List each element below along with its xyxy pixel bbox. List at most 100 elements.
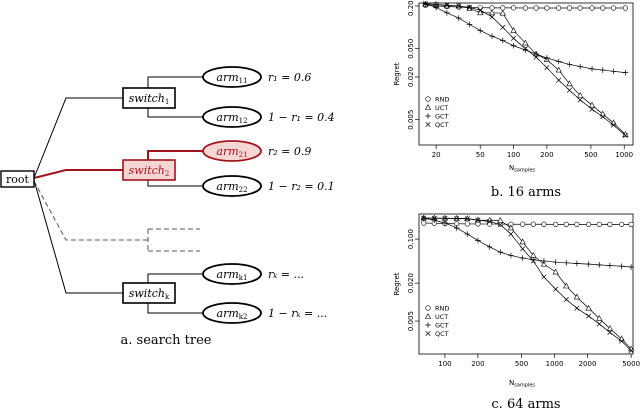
marker-plus — [444, 10, 450, 16]
marker-triangle — [510, 27, 517, 33]
marker-cross — [600, 114, 606, 120]
marker-circle — [510, 5, 517, 11]
series-line — [423, 217, 632, 351]
marker-triangle — [519, 238, 526, 245]
marker-triangle — [543, 56, 550, 62]
marker-cross — [477, 7, 483, 13]
arm-node-12: arm12 1 − r₁ = 0.4 — [202, 106, 335, 128]
marker-cross — [497, 222, 503, 228]
marker-circle — [533, 5, 539, 11]
series-uct — [422, 1, 629, 137]
marker-plus — [589, 66, 595, 72]
tree-edges — [33, 76, 203, 314]
marker-triangle — [433, 1, 440, 7]
marker-cross — [533, 54, 539, 60]
marker-triangle — [610, 119, 617, 126]
marker-plus — [510, 42, 517, 49]
marker-cross — [421, 215, 427, 221]
x-tick-label: 20 — [432, 151, 441, 159]
marker-plus — [431, 217, 438, 223]
edge-switch2-arm22 — [147, 180, 203, 187]
marker-plus — [453, 225, 460, 231]
marker-plus — [585, 261, 592, 267]
y-axis-label: Regret — [393, 272, 401, 295]
marker-triangle — [577, 91, 584, 98]
marker-circle — [596, 221, 602, 227]
marker-cross — [431, 215, 437, 221]
y-tick-label: 0.020 — [407, 67, 415, 87]
legend-label: RND — [435, 304, 449, 312]
marker-triangle — [533, 50, 540, 57]
reward-label-21: r₂ = 0.9 — [268, 145, 311, 158]
arm-node-k2: armk2 1 − rₖ = ... — [202, 302, 327, 324]
legend-label: UCT — [435, 313, 448, 321]
marker-circle — [444, 3, 450, 10]
marker-triangle — [431, 214, 438, 221]
marker-plus — [607, 262, 613, 269]
marker-triangle — [563, 282, 570, 289]
marker-cross — [556, 77, 562, 83]
marker-circle — [454, 221, 460, 227]
series-qct — [421, 215, 634, 354]
marker-triangle — [585, 304, 592, 311]
marker-triangle — [555, 66, 562, 73]
marker-plus — [420, 215, 427, 221]
marker-circle — [577, 5, 583, 11]
marker-circle — [553, 221, 559, 227]
x-tick-label: 500 — [584, 151, 597, 159]
legend-label: GCT — [435, 321, 449, 329]
marker-cross — [425, 121, 431, 128]
marker-cross — [510, 35, 517, 41]
y-axis-label: Regret — [393, 62, 401, 85]
switch-2-sub: 2 — [165, 170, 169, 178]
tree-caption: a. search tree — [121, 333, 212, 348]
marker-circle — [500, 5, 506, 11]
marker-cross — [489, 14, 495, 20]
marker-circle — [607, 221, 613, 227]
marker-triangle — [486, 216, 493, 223]
plot-frame — [418, 2, 634, 146]
marker-triangle — [474, 216, 482, 223]
series-qct — [422, 1, 628, 138]
marker-triangle — [424, 313, 432, 319]
series-rnd — [422, 2, 628, 11]
marker-triangle — [530, 252, 537, 258]
marker-triangle — [596, 315, 603, 321]
switch-k-sub: k — [165, 293, 170, 301]
marker-circle — [530, 221, 536, 227]
marker-plus — [466, 21, 473, 28]
switch-2-base: switch — [129, 164, 165, 177]
marker-circle — [466, 4, 473, 11]
series-line — [425, 3, 626, 136]
edge-root-switch2 — [33, 169, 123, 179]
x-tick-label: 50 — [476, 151, 485, 159]
svg-text:armk2: armk2 — [217, 307, 248, 321]
arm-node-21: arm21 r₂ = 0.9 — [202, 140, 311, 162]
marker-plus — [622, 69, 629, 76]
legend-label: RND — [435, 95, 449, 103]
marker-circle — [622, 5, 628, 11]
marker-circle — [586, 221, 592, 227]
y-tick-label: 0.200 — [407, 0, 415, 16]
marker-plus — [475, 237, 481, 244]
marker-plus — [508, 252, 514, 259]
marker-triangle — [455, 2, 462, 9]
marker-cross — [456, 3, 462, 9]
x-tick-label: 500 — [515, 360, 528, 368]
marker-cross — [628, 348, 634, 354]
marker-triangle — [552, 268, 559, 275]
marker-circle — [563, 221, 569, 227]
marker-plus — [628, 264, 634, 270]
marker-plus — [486, 244, 493, 250]
marker-triangle — [573, 293, 581, 300]
edge-switch2-arm21 — [147, 150, 203, 160]
marker-triangle — [453, 214, 460, 221]
svg-text:arm21: arm21 — [216, 145, 247, 159]
marker-triangle — [466, 4, 473, 11]
series-uct — [420, 214, 635, 352]
marker-circle — [574, 221, 580, 227]
edge-root-switch1 — [33, 97, 123, 179]
marker-cross — [607, 329, 613, 335]
marker-triangle — [618, 335, 625, 342]
